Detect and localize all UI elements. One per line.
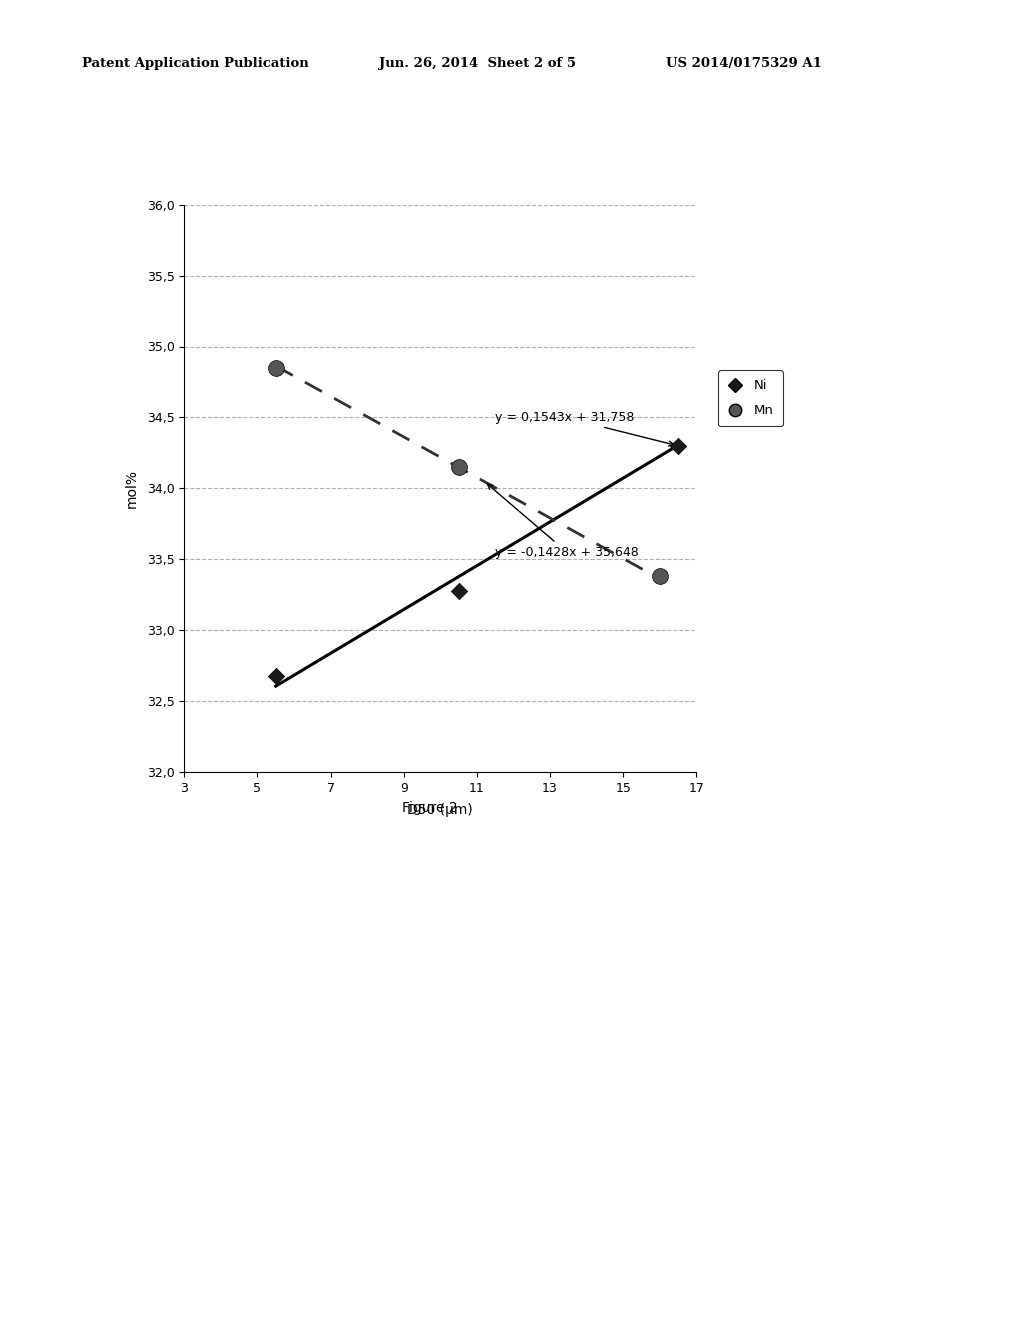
- Text: Patent Application Publication: Patent Application Publication: [82, 57, 308, 70]
- X-axis label: D50 (μm): D50 (μm): [408, 804, 473, 817]
- Y-axis label: mol%: mol%: [124, 469, 138, 508]
- Legend: Ni, Mn: Ni, Mn: [718, 370, 783, 426]
- Point: [451, 579, 467, 601]
- Point: [451, 457, 467, 478]
- Text: y = -0,1428x + 35,648: y = -0,1428x + 35,648: [487, 484, 639, 558]
- Point: [670, 436, 686, 457]
- Text: Figure 2: Figure 2: [402, 801, 458, 814]
- Text: US 2014/0175329 A1: US 2014/0175329 A1: [666, 57, 821, 70]
- Point: [651, 566, 668, 587]
- Text: Jun. 26, 2014  Sheet 2 of 5: Jun. 26, 2014 Sheet 2 of 5: [379, 57, 575, 70]
- Point: [267, 358, 284, 379]
- Point: [267, 665, 284, 686]
- Text: y = 0,1543x + 31,758: y = 0,1543x + 31,758: [496, 411, 674, 446]
